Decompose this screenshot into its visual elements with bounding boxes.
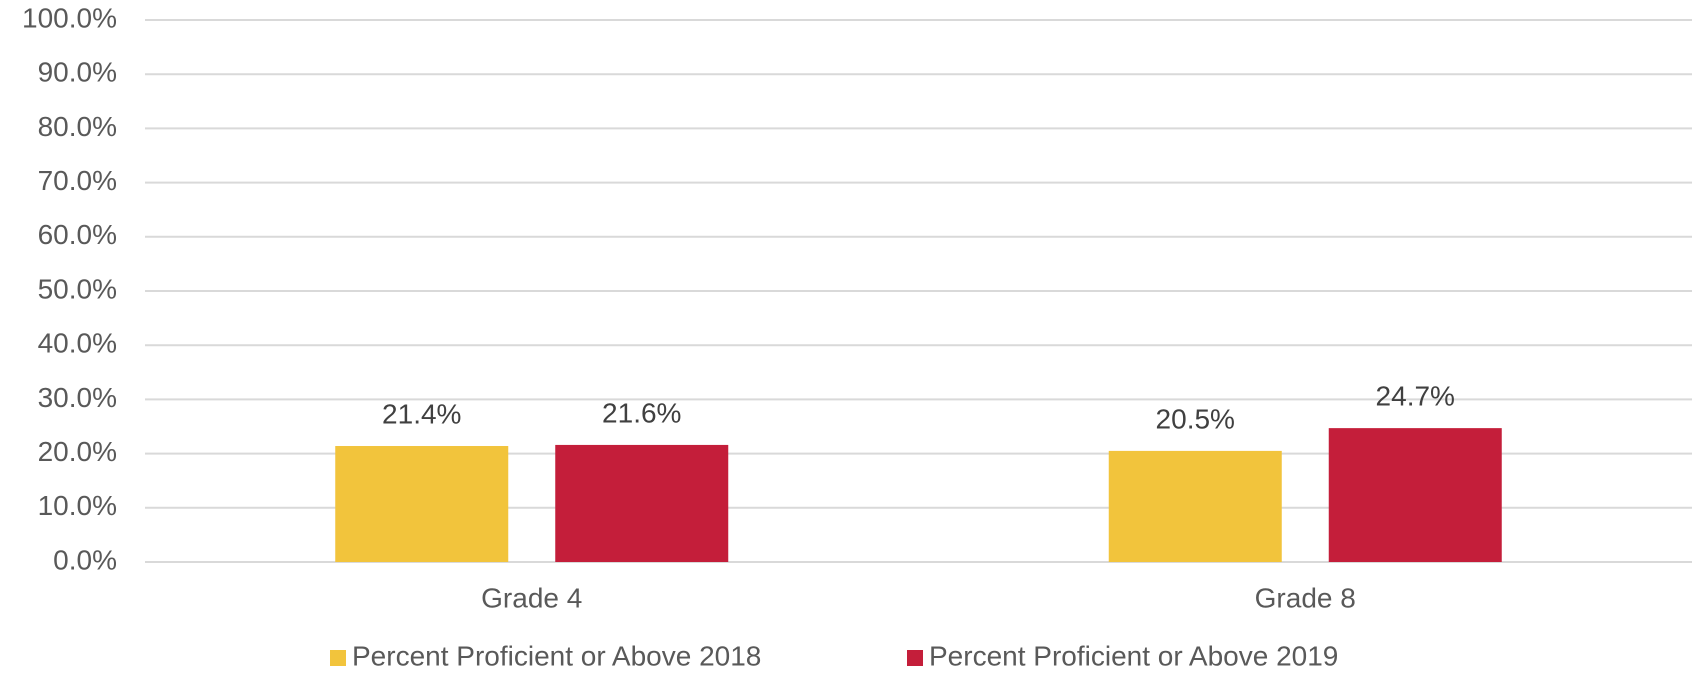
y-tick-label: 50.0%	[38, 273, 117, 304]
y-tick-label: 20.0%	[38, 436, 117, 467]
y-tick-label: 80.0%	[38, 111, 117, 142]
bar	[555, 444, 729, 562]
data-label: 20.5%	[1156, 403, 1235, 434]
x-tick-label: Grade 4	[481, 582, 582, 613]
legend-label: Percent Proficient or Above 2018	[352, 640, 761, 671]
y-tick-label: 100.0%	[22, 2, 117, 33]
x-tick-label: Grade 8	[1255, 582, 1356, 613]
y-tick-label: 70.0%	[38, 165, 117, 196]
bar	[335, 446, 509, 562]
legend-swatch	[907, 650, 923, 666]
y-tick-label: 10.0%	[38, 490, 117, 521]
y-tick-label: 60.0%	[38, 219, 117, 250]
bar	[1328, 428, 1502, 562]
y-tick-label: 30.0%	[38, 382, 117, 413]
data-label: 21.6%	[602, 397, 681, 428]
y-tick-label: 0.0%	[53, 544, 117, 575]
legend-swatch	[330, 650, 346, 666]
data-label: 21.4%	[382, 398, 461, 429]
data-label: 24.7%	[1376, 381, 1455, 412]
y-tick-label: 90.0%	[38, 57, 117, 88]
bar	[1108, 450, 1282, 562]
y-tick-label: 40.0%	[38, 328, 117, 359]
legend-label: Percent Proficient or Above 2019	[929, 640, 1338, 671]
